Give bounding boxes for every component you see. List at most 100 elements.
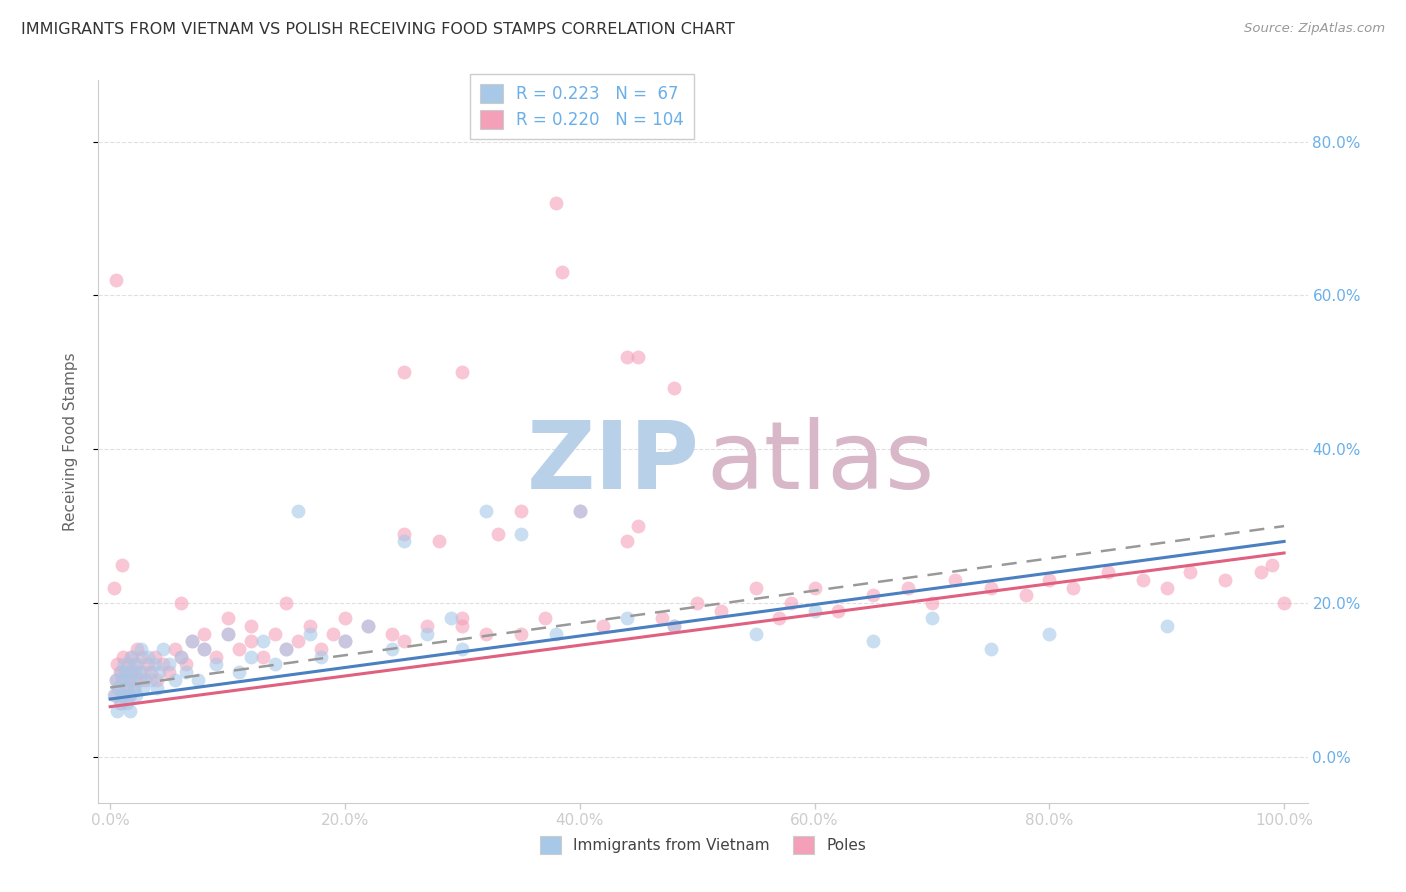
Point [104, 688, 127, 702]
Point [143, 649, 166, 664]
Text: atlas: atlas [707, 417, 935, 509]
Point [163, 642, 186, 657]
Point [125, 673, 148, 687]
Point [131, 649, 153, 664]
Point [745, 581, 768, 595]
Point [121, 665, 143, 680]
Point [118, 688, 141, 702]
Point [252, 649, 274, 664]
Point [546, 626, 568, 640]
Point [311, 649, 333, 664]
Point [1097, 565, 1119, 579]
Point [121, 649, 143, 664]
Point [103, 688, 125, 702]
Point [217, 626, 239, 640]
Point [240, 634, 263, 648]
Point [276, 642, 298, 657]
Point [827, 604, 849, 618]
Point [120, 688, 142, 702]
Point [120, 704, 142, 718]
Point [592, 619, 614, 633]
Point [616, 611, 638, 625]
Point [980, 581, 1002, 595]
Point [651, 611, 673, 625]
Point [1250, 565, 1272, 579]
Point [228, 665, 250, 680]
Point [108, 696, 131, 710]
Point [451, 611, 474, 625]
Point [124, 665, 146, 680]
Point [169, 596, 191, 610]
Point [862, 588, 884, 602]
Text: Source: ZipAtlas.com: Source: ZipAtlas.com [1244, 22, 1385, 36]
Point [897, 581, 920, 595]
Point [125, 688, 148, 702]
Point [110, 665, 132, 680]
Point [204, 657, 226, 672]
Point [108, 665, 131, 680]
Point [240, 619, 263, 633]
Point [115, 696, 138, 710]
Point [276, 642, 298, 657]
Point [416, 626, 439, 640]
Point [263, 626, 285, 640]
Point [1062, 581, 1084, 595]
Point [357, 619, 380, 633]
Point [105, 273, 128, 287]
Point [105, 704, 128, 718]
Text: IMMIGRANTS FROM VIETNAM VS POLISH RECEIVING FOOD STAMPS CORRELATION CHART: IMMIGRANTS FROM VIETNAM VS POLISH RECEIV… [21, 22, 735, 37]
Point [803, 604, 825, 618]
Point [1038, 626, 1060, 640]
Point [546, 196, 568, 211]
Point [392, 365, 415, 379]
Point [287, 634, 309, 648]
Point [240, 649, 263, 664]
Point [745, 626, 768, 640]
Point [780, 596, 803, 610]
Point [616, 534, 638, 549]
Point [181, 634, 204, 648]
Point [111, 688, 134, 702]
Point [1215, 573, 1237, 587]
Point [228, 642, 250, 657]
Point [217, 611, 239, 625]
Point [148, 665, 170, 680]
Point [105, 657, 128, 672]
Point [1015, 588, 1038, 602]
Point [132, 681, 155, 695]
Point [475, 626, 498, 640]
Point [163, 673, 186, 687]
Point [111, 673, 134, 687]
Point [128, 665, 150, 680]
Point [1180, 565, 1202, 579]
Point [710, 604, 733, 618]
Point [103, 581, 125, 595]
Point [627, 350, 650, 364]
Point [110, 696, 132, 710]
Point [1038, 573, 1060, 587]
Point [1272, 596, 1295, 610]
Point [181, 634, 204, 648]
Point [146, 673, 169, 687]
Point [662, 619, 685, 633]
Point [112, 673, 135, 687]
Point [921, 596, 943, 610]
Point [392, 634, 415, 648]
Point [533, 611, 555, 625]
Point [117, 657, 139, 672]
Point [662, 619, 685, 633]
Point [169, 649, 191, 664]
Point [169, 649, 191, 664]
Point [157, 657, 180, 672]
Point [134, 673, 156, 687]
Point [311, 642, 333, 657]
Point [187, 673, 209, 687]
Point [662, 381, 685, 395]
Point [134, 665, 156, 680]
Point [143, 657, 166, 672]
Point [105, 673, 128, 687]
Point [510, 626, 533, 640]
Point [112, 688, 135, 702]
Point [276, 596, 298, 610]
Point [176, 665, 198, 680]
